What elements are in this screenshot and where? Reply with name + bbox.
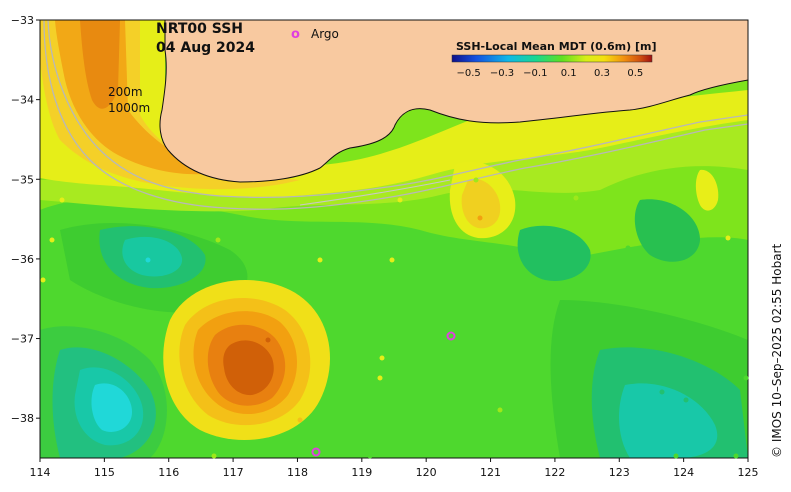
colorbar-tick-label: 0.1 — [561, 68, 577, 79]
x-tick-label: 118 — [287, 466, 308, 479]
colorbar-title: SSH-Local Mean MDT (0.6m) [m] — [456, 40, 656, 53]
contour-200m — [47, 20, 748, 199]
x-tick-label: 123 — [609, 466, 630, 479]
contour-label-200m: 200m — [108, 85, 143, 99]
map-date: 04 Aug 2024 — [156, 40, 255, 56]
colorbar-tick-label: 0.3 — [594, 68, 610, 79]
x-tick-label: 120 — [416, 466, 437, 479]
argo-float-marker — [311, 447, 321, 457]
argo-legend-marker: o — [291, 27, 300, 42]
y-tick-label: −33 — [11, 14, 34, 27]
x-tick-label: 114 — [30, 466, 51, 479]
colorbar-tick-label: −0.5 — [457, 68, 481, 79]
colorbar-tick-label: −0.3 — [490, 68, 514, 79]
x-axis: 114 115 116 117 118 119 120 121 122 123 124 125 — [30, 458, 759, 479]
y-tick-label: −36 — [11, 253, 34, 266]
y-tick-label: −37 — [11, 333, 34, 346]
y-tick-label: −38 — [11, 412, 34, 425]
x-tick-label: 116 — [158, 466, 179, 479]
x-tick-label: 117 — [223, 466, 244, 479]
map-title: NRT00 SSH — [156, 21, 243, 37]
argo-legend-label: Argo — [311, 27, 339, 41]
colorbar-gradient — [451, 54, 653, 63]
imos-credit: © IMOS 10–Sep–2025 02:55 Hobart — [770, 244, 784, 458]
x-tick-label: 121 — [480, 466, 501, 479]
y-tick-label: −35 — [11, 173, 34, 186]
ssh-field — [40, 20, 748, 458]
x-tick-label: 124 — [673, 466, 694, 479]
plot-frame — [39, 19, 749, 459]
x-tick-label: 125 — [738, 466, 759, 479]
x-tick-label: 115 — [94, 466, 115, 479]
y-tick-label: −34 — [11, 94, 34, 107]
contour-1000m — [43, 20, 748, 210]
contour-label-1000m: 1000m — [108, 101, 150, 115]
colorbar-tick-label: 0.5 — [627, 68, 643, 79]
y-axis: −33 −34 −35 −36 −37 −38 — [11, 14, 40, 425]
colorbar: SSH-Local Mean MDT (0.6m) [m] −0.5 −0.3 −0… — [451, 40, 656, 79]
argo-floats — [40, 177, 749, 459]
argo-float-marker — [446, 331, 456, 341]
x-tick-label: 119 — [351, 466, 372, 479]
colorbar-tick-label: −0.1 — [523, 68, 547, 79]
x-tick-label: 122 — [544, 466, 565, 479]
